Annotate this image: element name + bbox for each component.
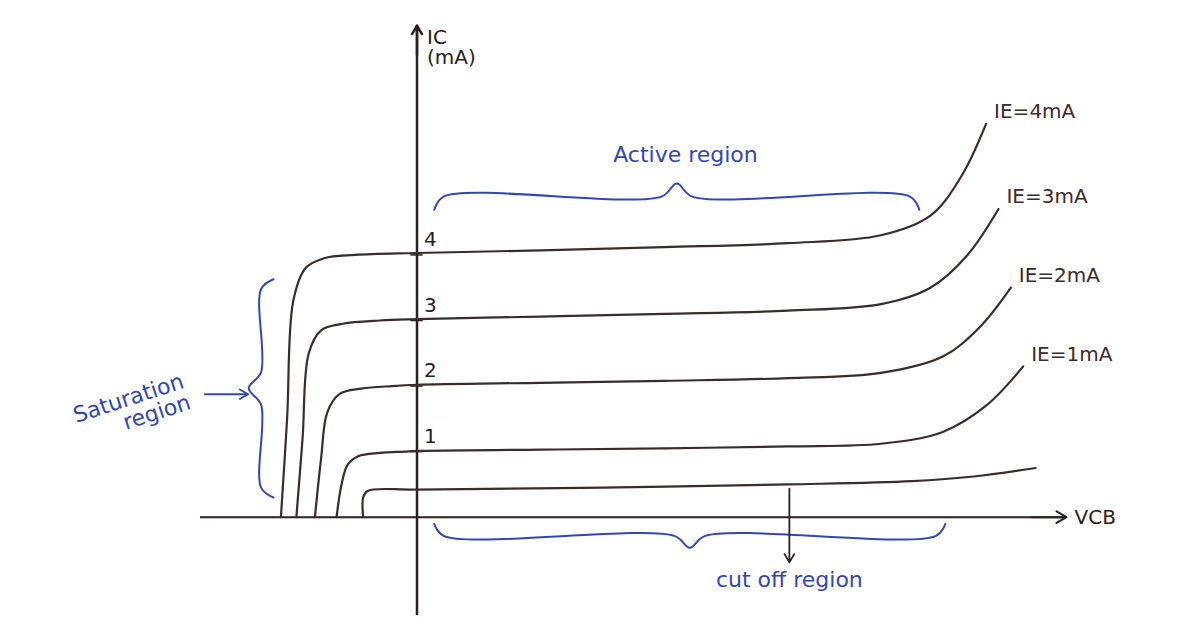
svg-text:IE=3mA: IE=3mA: [1006, 184, 1088, 208]
svg-text:IE=2mA: IE=2mA: [1019, 263, 1101, 287]
svg-text:Saturationregion: Saturationregion: [70, 369, 194, 449]
svg-text:2: 2: [424, 358, 437, 382]
svg-text:VCB: VCB: [1075, 505, 1116, 529]
svg-text:Active region: Active region: [613, 142, 758, 167]
svg-text:IC(mA): IC(mA): [427, 25, 476, 69]
svg-text:4: 4: [424, 227, 437, 251]
svg-text:IE=4mA: IE=4mA: [994, 99, 1076, 123]
svg-text:1: 1: [424, 424, 437, 448]
svg-text:3: 3: [424, 293, 437, 317]
svg-text:IE=1mA: IE=1mA: [1031, 342, 1113, 366]
svg-text:cut off region: cut off region: [716, 567, 863, 592]
